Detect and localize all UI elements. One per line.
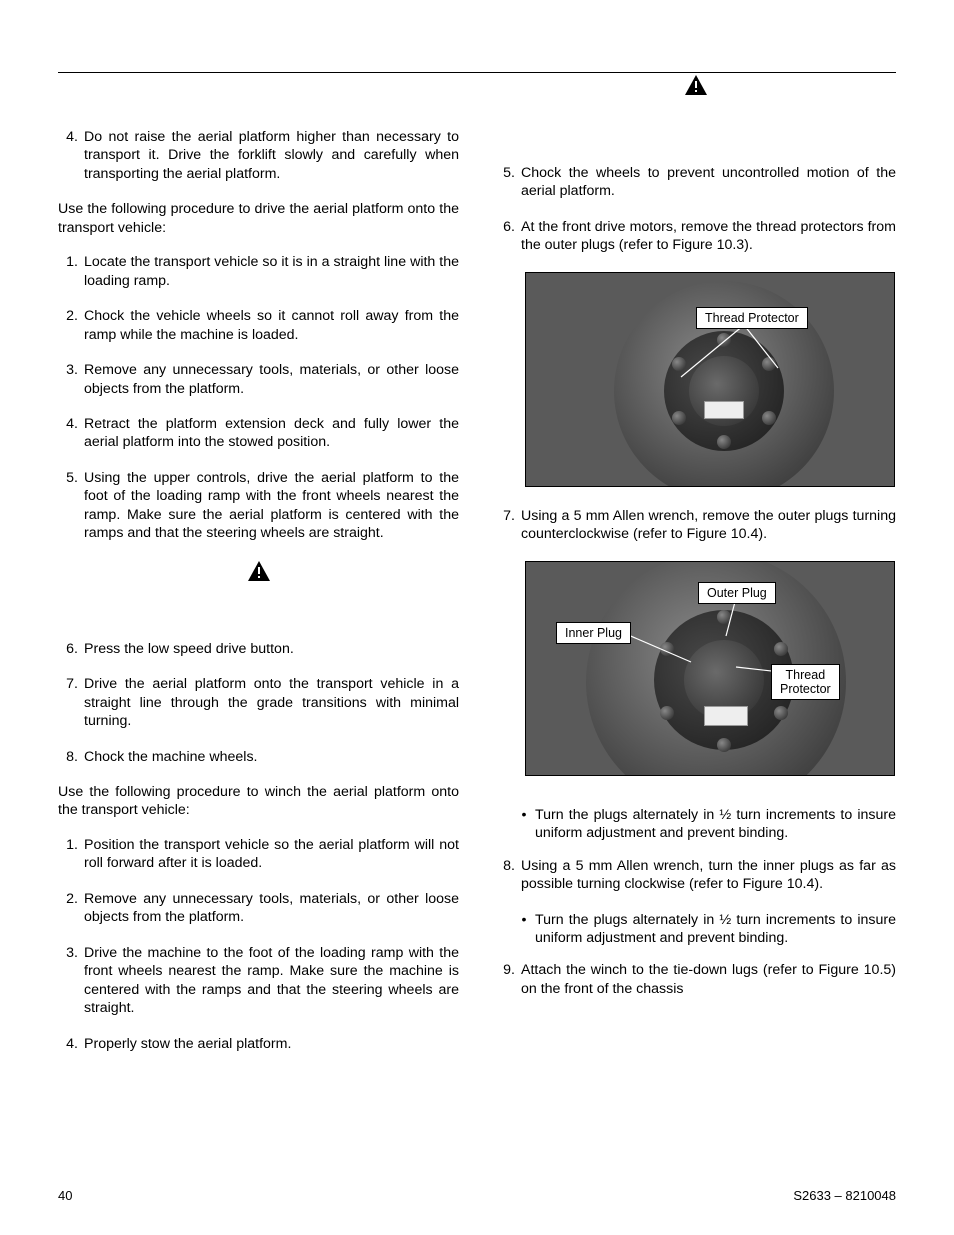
- figure-10-3: Thread Protector: [525, 272, 895, 487]
- list-item: At the front drive motors, remove the th…: [521, 218, 896, 255]
- warning-icon: [684, 74, 708, 96]
- list-item: Attach the winch to the tie-down lugs (r…: [521, 961, 896, 998]
- list-item: Remove any unnecessary tools, materials,…: [84, 361, 459, 398]
- warning-icon: [247, 560, 271, 582]
- list-item: Drive the aerial platform onto the trans…: [84, 675, 459, 730]
- doc-id: S2633 – 8210048: [793, 1188, 896, 1203]
- page-footer: 40 S2633 – 8210048: [58, 1188, 896, 1203]
- intro-driving: Use the following procedure to drive the…: [58, 200, 459, 237]
- bullet-item: Turn the plugs alternately in ½ turn inc…: [535, 911, 896, 948]
- list-winching-cont-c: 8.Using a 5 mm Allen wrench, turn the in…: [495, 857, 896, 894]
- list-winching: 1.Position the transport vehicle so the …: [58, 836, 459, 1053]
- list-driving-cont: 6.Press the low speed drive button. 7.Dr…: [58, 640, 459, 766]
- list-item: Using a 5 mm Allen wrench, remove the ou…: [521, 507, 896, 544]
- list-item: Remove any unnecessary tools, materials,…: [84, 890, 459, 927]
- list-winching-cont-b: 7.Using a 5 mm Allen wrench, remove the …: [495, 507, 896, 544]
- list-item: Retract the platform extension deck and …: [84, 415, 459, 452]
- list-winching-cont-d: 9.Attach the winch to the tie-down lugs …: [495, 961, 896, 998]
- figure-10-4: Outer Plug Inner Plug Thread Protector: [525, 561, 895, 776]
- list-driving: 1.Locate the transport vehicle so it is …: [58, 253, 459, 542]
- list-item: Properly stow the aerial platform.: [84, 1035, 459, 1053]
- list-item: Using a 5 mm Allen wrench, turn the inne…: [521, 857, 896, 894]
- intro-winching: Use the following procedure to winch the…: [58, 783, 459, 820]
- list-winching-cont-a: 5.Chock the wheels to prevent uncontroll…: [495, 164, 896, 255]
- bullets-after-fig4: •Turn the plugs alternately in ½ turn in…: [495, 806, 896, 843]
- list-item: Do not raise the aerial platform higher …: [84, 128, 459, 183]
- left-column: 4.Do not raise the aerial platform highe…: [58, 100, 459, 1070]
- list-item: Chock the wheels to prevent uncontrolled…: [521, 164, 896, 201]
- list-item: Press the low speed drive button.: [84, 640, 459, 658]
- bullet-item: Turn the plugs alternately in ½ turn inc…: [535, 806, 896, 843]
- page-number: 40: [58, 1188, 72, 1203]
- bullets-after-8: •Turn the plugs alternately in ½ turn in…: [495, 911, 896, 948]
- list-item: Drive the machine to the foot of the loa…: [84, 944, 459, 1018]
- list-item: Position the transport vehicle so the ae…: [84, 836, 459, 873]
- callout-thread-protector: Thread Protector: [696, 307, 808, 329]
- list-item: Chock the machine wheels.: [84, 748, 459, 766]
- callout-inner-plug: Inner Plug: [556, 622, 631, 644]
- list-item: Using the upper controls, drive the aeri…: [84, 469, 459, 543]
- right-column: 5.Chock the wheels to prevent uncontroll…: [495, 100, 896, 1070]
- callout-thread-protector: Thread Protector: [771, 664, 840, 701]
- list-item: Chock the vehicle wheels so it cannot ro…: [84, 307, 459, 344]
- list-item: Locate the transport vehicle so it is in…: [84, 253, 459, 290]
- callout-outer-plug: Outer Plug: [698, 582, 776, 604]
- list-forklift-cont: 4.Do not raise the aerial platform highe…: [58, 128, 459, 183]
